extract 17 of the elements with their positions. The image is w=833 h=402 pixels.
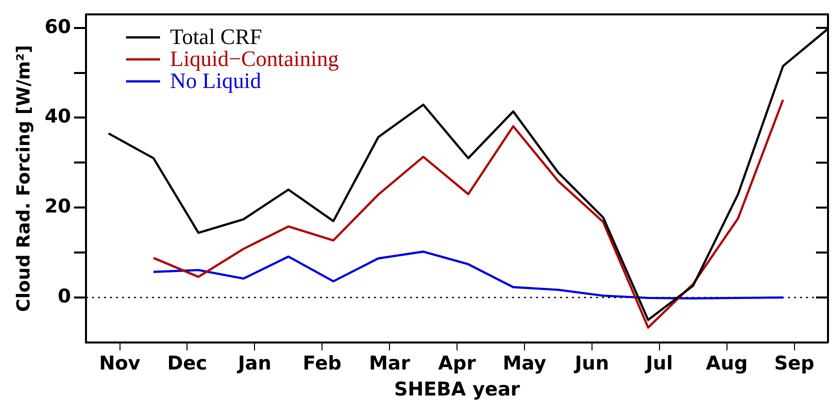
x-axis-title: SHEBA year: [394, 378, 521, 401]
x-tick-label: Mar: [369, 352, 411, 375]
y-tick-label: 40: [44, 106, 72, 128]
y-tick-label: 20: [44, 196, 72, 218]
x-tick-label: Sep: [774, 352, 814, 375]
y-tick-label: 60: [44, 16, 72, 38]
x-tick-label: Feb: [302, 352, 342, 375]
x-tick-label: Nov: [99, 352, 142, 375]
x-tick-label: May: [502, 352, 547, 375]
x-tick-label: Jun: [572, 352, 609, 375]
x-tick-label: Jan: [236, 352, 272, 375]
y-axis-title: Cloud Rad. Forcing [W/m²]: [13, 44, 34, 312]
x-tick-label: Dec: [167, 352, 208, 375]
x-tick-label: Jul: [644, 352, 673, 375]
x-tick-label: Aug: [706, 352, 748, 375]
x-tick-label: Apr: [438, 352, 476, 375]
y-tick-label: 0: [58, 285, 72, 308]
